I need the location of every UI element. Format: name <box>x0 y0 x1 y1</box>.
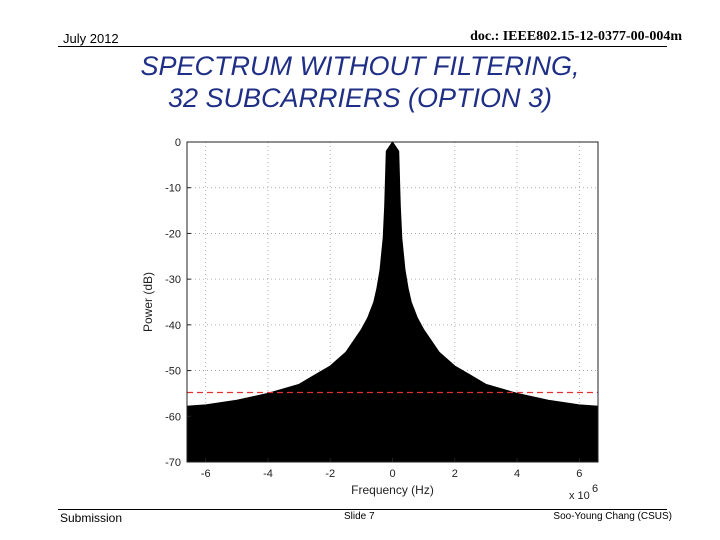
header-rule <box>58 46 667 47</box>
header-date: July 2012 <box>63 31 119 46</box>
x-axis-multiplier: x 10 <box>569 490 590 502</box>
x-tick-label: 0 <box>389 468 395 480</box>
footer-author: Soo-Young Chang (CSUS) <box>553 511 672 522</box>
x-axis-label: Frequency (Hz) <box>351 483 434 497</box>
x-tick-label: 4 <box>514 468 520 480</box>
slide-title: SPECTRUM WITHOUT FILTERING, 32 SUBCARRIE… <box>0 50 720 114</box>
slide-title-line2: 32 SUBCARRIERS (OPTION 3) <box>167 83 553 113</box>
x-tick-label: 2 <box>452 468 458 480</box>
footer-slide-number: Slide 7 <box>344 511 375 522</box>
x-tick-label: 6 <box>576 468 582 480</box>
slide-title-line1: SPECTRUM WITHOUT FILTERING, <box>140 51 580 81</box>
y-tick-label: -40 <box>165 320 181 332</box>
y-tick-label: -10 <box>165 183 181 195</box>
y-tick-label: -70 <box>165 457 181 469</box>
footer-rule <box>58 509 667 510</box>
x-tick-label: -6 <box>201 468 211 480</box>
x-tick-label: -2 <box>325 468 335 480</box>
header-doc-id: doc.: IEEE802.15-12-0377-00-004m <box>470 29 682 44</box>
spectrum-area <box>186 141 599 463</box>
y-tick-label: -20 <box>165 228 181 240</box>
footer-submission: Submission <box>60 511 123 525</box>
y-tick-label: -30 <box>165 274 181 286</box>
x-axis-multiplier-exponent: 6 <box>592 483 598 495</box>
x-tick-label: -4 <box>263 468 273 480</box>
y-tick-label: -50 <box>165 366 181 378</box>
y-tick-label: 0 <box>175 137 181 149</box>
y-axis-label: Power (dB) <box>141 272 155 332</box>
y-tick-label: -60 <box>165 411 181 423</box>
